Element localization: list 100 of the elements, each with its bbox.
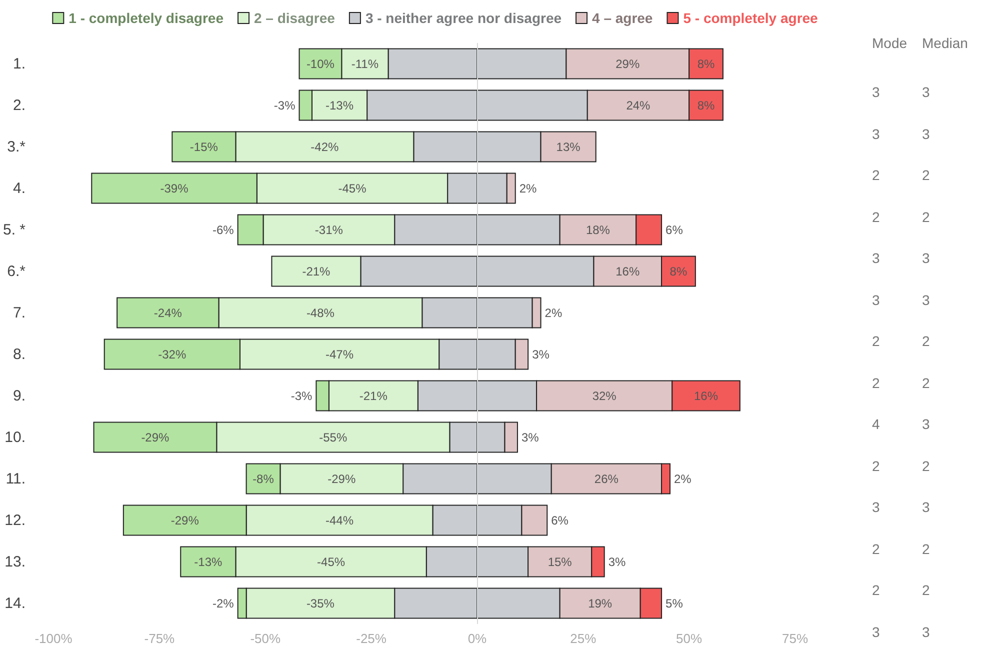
text: 2 bbox=[922, 333, 931, 350]
data-label: 3% bbox=[521, 430, 540, 444]
data-label: -2% bbox=[212, 596, 234, 610]
data-label: -45% bbox=[338, 181, 367, 196]
text: 3 bbox=[922, 624, 931, 640]
y-tick-label: 2. bbox=[13, 96, 26, 114]
data-label: 18% bbox=[586, 222, 610, 237]
text: 2 bbox=[922, 208, 931, 225]
data-label: -13% bbox=[326, 98, 354, 112]
text: 3 bbox=[872, 250, 881, 266]
data-label: 24% bbox=[626, 98, 651, 112]
x-tick-label: 75% bbox=[782, 631, 808, 646]
data-label: -21% bbox=[302, 264, 331, 278]
text: 3 bbox=[922, 292, 931, 308]
data-label: -3% bbox=[274, 98, 296, 112]
data-label: 5% bbox=[666, 596, 684, 610]
legend-label: 2 – disagree bbox=[254, 10, 336, 26]
text: 2 bbox=[872, 333, 881, 350]
x-tick-label: -100% bbox=[34, 631, 73, 646]
legend-label: 4 – agree bbox=[592, 10, 653, 26]
y-tick-label: 5. * bbox=[3, 221, 26, 238]
data-label: -10% bbox=[306, 56, 335, 71]
data-label: -3% bbox=[290, 388, 313, 403]
data-label: -21% bbox=[359, 388, 388, 403]
data-label: 6% bbox=[666, 222, 684, 237]
data-label: 19% bbox=[588, 596, 612, 610]
data-label: 16% bbox=[694, 388, 718, 403]
data-label: -24% bbox=[154, 306, 182, 320]
y-tick-label: 6.* bbox=[7, 262, 26, 280]
data-label: 6% bbox=[551, 513, 569, 528]
legend-label: 5 - completely agree bbox=[683, 10, 818, 26]
text: 3 bbox=[872, 126, 881, 142]
data-label: -42% bbox=[310, 140, 340, 154]
data-label: -45% bbox=[317, 554, 346, 569]
y-tick-label: 14. bbox=[4, 594, 26, 612]
data-label: 8% bbox=[670, 264, 688, 278]
x-tick-label: -25% bbox=[356, 631, 387, 646]
y-tick-label: 4. bbox=[13, 180, 26, 197]
text: 2 bbox=[922, 167, 931, 184]
data-label: -6% bbox=[212, 222, 234, 237]
text: 2 bbox=[872, 458, 881, 474]
data-label: 26% bbox=[594, 472, 619, 486]
data-label: -29% bbox=[170, 513, 200, 528]
text: Median bbox=[922, 34, 969, 53]
y-tick-label: 13. bbox=[4, 553, 26, 570]
data-label: 2% bbox=[674, 472, 692, 486]
text: 2 bbox=[922, 582, 931, 598]
data-label: -31% bbox=[314, 222, 344, 237]
y-tick-label: 8. bbox=[13, 346, 26, 363]
data-label: 8% bbox=[697, 56, 716, 71]
text: Mode bbox=[872, 34, 908, 53]
x-tick-label: 50% bbox=[676, 631, 703, 646]
text: 2 bbox=[872, 208, 881, 225]
data-label: 3% bbox=[532, 347, 550, 362]
text: 2 bbox=[872, 374, 881, 391]
text: 3 bbox=[922, 126, 931, 142]
y-tick-label: 7. bbox=[13, 304, 26, 322]
text: 2 bbox=[872, 582, 881, 598]
y-tick-label: 12. bbox=[4, 512, 26, 529]
data-label: 2% bbox=[544, 306, 562, 320]
text: 3 bbox=[872, 499, 881, 516]
data-label: -29% bbox=[141, 430, 170, 444]
text: 3 bbox=[872, 624, 881, 640]
text: 2 bbox=[922, 540, 931, 557]
y-tick-label: 11. bbox=[6, 470, 26, 488]
y-tick-label: 9. bbox=[13, 387, 26, 404]
x-tick-label: -50% bbox=[250, 631, 281, 646]
data-label: -35% bbox=[306, 596, 335, 610]
y-tick-label: 10. bbox=[4, 428, 26, 446]
data-label: 29% bbox=[616, 56, 640, 71]
data-label: -48% bbox=[306, 306, 335, 320]
data-label: -29% bbox=[328, 472, 356, 486]
data-label: 15% bbox=[548, 554, 572, 569]
x-tick-label: 25% bbox=[570, 631, 597, 646]
data-label: 2% bbox=[519, 181, 538, 196]
data-label: 8% bbox=[697, 98, 716, 112]
legend-label: 1 - completely disagree bbox=[68, 10, 224, 26]
text: 3 bbox=[872, 292, 881, 308]
text: 2 bbox=[922, 458, 931, 474]
data-label: -8% bbox=[252, 472, 274, 486]
data-label: 3% bbox=[608, 554, 626, 569]
data-label: 16% bbox=[616, 264, 640, 278]
data-label: -55% bbox=[319, 430, 348, 444]
text: 2 bbox=[872, 540, 881, 557]
data-label: -44% bbox=[326, 513, 354, 528]
data-label: -47% bbox=[326, 347, 354, 362]
text: 3 bbox=[922, 84, 931, 100]
x-tick-label: 0% bbox=[468, 631, 488, 646]
text: 2 bbox=[872, 167, 881, 184]
text: 3 bbox=[922, 499, 931, 516]
data-label: -39% bbox=[160, 181, 189, 196]
y-tick-label: 1. bbox=[13, 55, 26, 72]
data-label: -15% bbox=[190, 140, 218, 154]
text: 3 bbox=[872, 84, 881, 100]
text: 3 bbox=[922, 250, 931, 266]
x-tick-label: -75% bbox=[144, 631, 176, 646]
data-label: -11% bbox=[351, 56, 379, 71]
data-label: -32% bbox=[158, 347, 186, 362]
data-label: 13% bbox=[556, 140, 581, 154]
data-label: -13% bbox=[194, 554, 223, 569]
